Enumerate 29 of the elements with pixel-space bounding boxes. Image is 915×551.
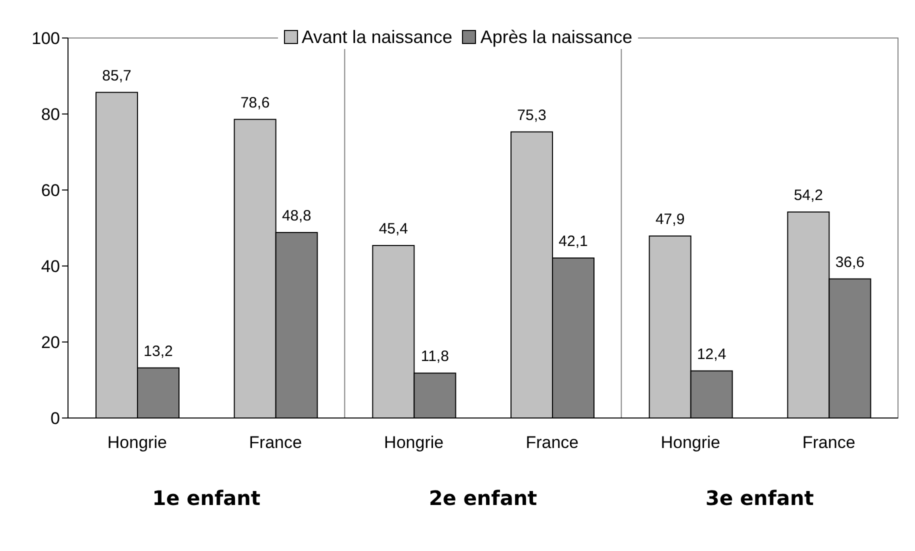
- y-tick-label: 20: [41, 333, 60, 352]
- data-label: 78,6: [240, 94, 270, 112]
- legend-label: Après la naissance: [480, 26, 632, 49]
- data-label: 45,4: [378, 220, 408, 238]
- text: 2e enfant: [428, 486, 538, 510]
- x-tick-label: Hongrie: [660, 433, 720, 452]
- y-tick-label: 80: [41, 105, 60, 124]
- text: 3e enfant: [704, 486, 815, 510]
- data-label: 85,7: [102, 67, 132, 84]
- x-tick-label: France: [249, 433, 302, 452]
- data-label: 47,9: [655, 210, 685, 228]
- data-label: 36,6: [835, 254, 865, 271]
- y-tick-label: 100: [32, 29, 60, 48]
- data-label: 42,1: [558, 233, 588, 250]
- data-label: 48,8: [282, 208, 312, 225]
- data-label: 54,2: [794, 187, 824, 204]
- data-label: 12,4: [696, 346, 726, 363]
- x-tick-label: Hongrie: [384, 433, 444, 452]
- text: 1e enfant: [151, 486, 262, 510]
- y-tick-label: 60: [41, 181, 60, 200]
- legend-label: Avant la naissance: [302, 26, 452, 49]
- y-tick-label: 0: [50, 409, 60, 428]
- data-label: 75,3: [517, 106, 546, 124]
- x-tick-label: France: [526, 433, 579, 452]
- y-tick-label: 40: [41, 257, 60, 276]
- data-label: 11,8: [420, 348, 449, 366]
- x-tick-label: Hongrie: [107, 433, 167, 452]
- data-label: 13,2: [144, 342, 173, 360]
- x-tick-label: France: [802, 433, 856, 452]
